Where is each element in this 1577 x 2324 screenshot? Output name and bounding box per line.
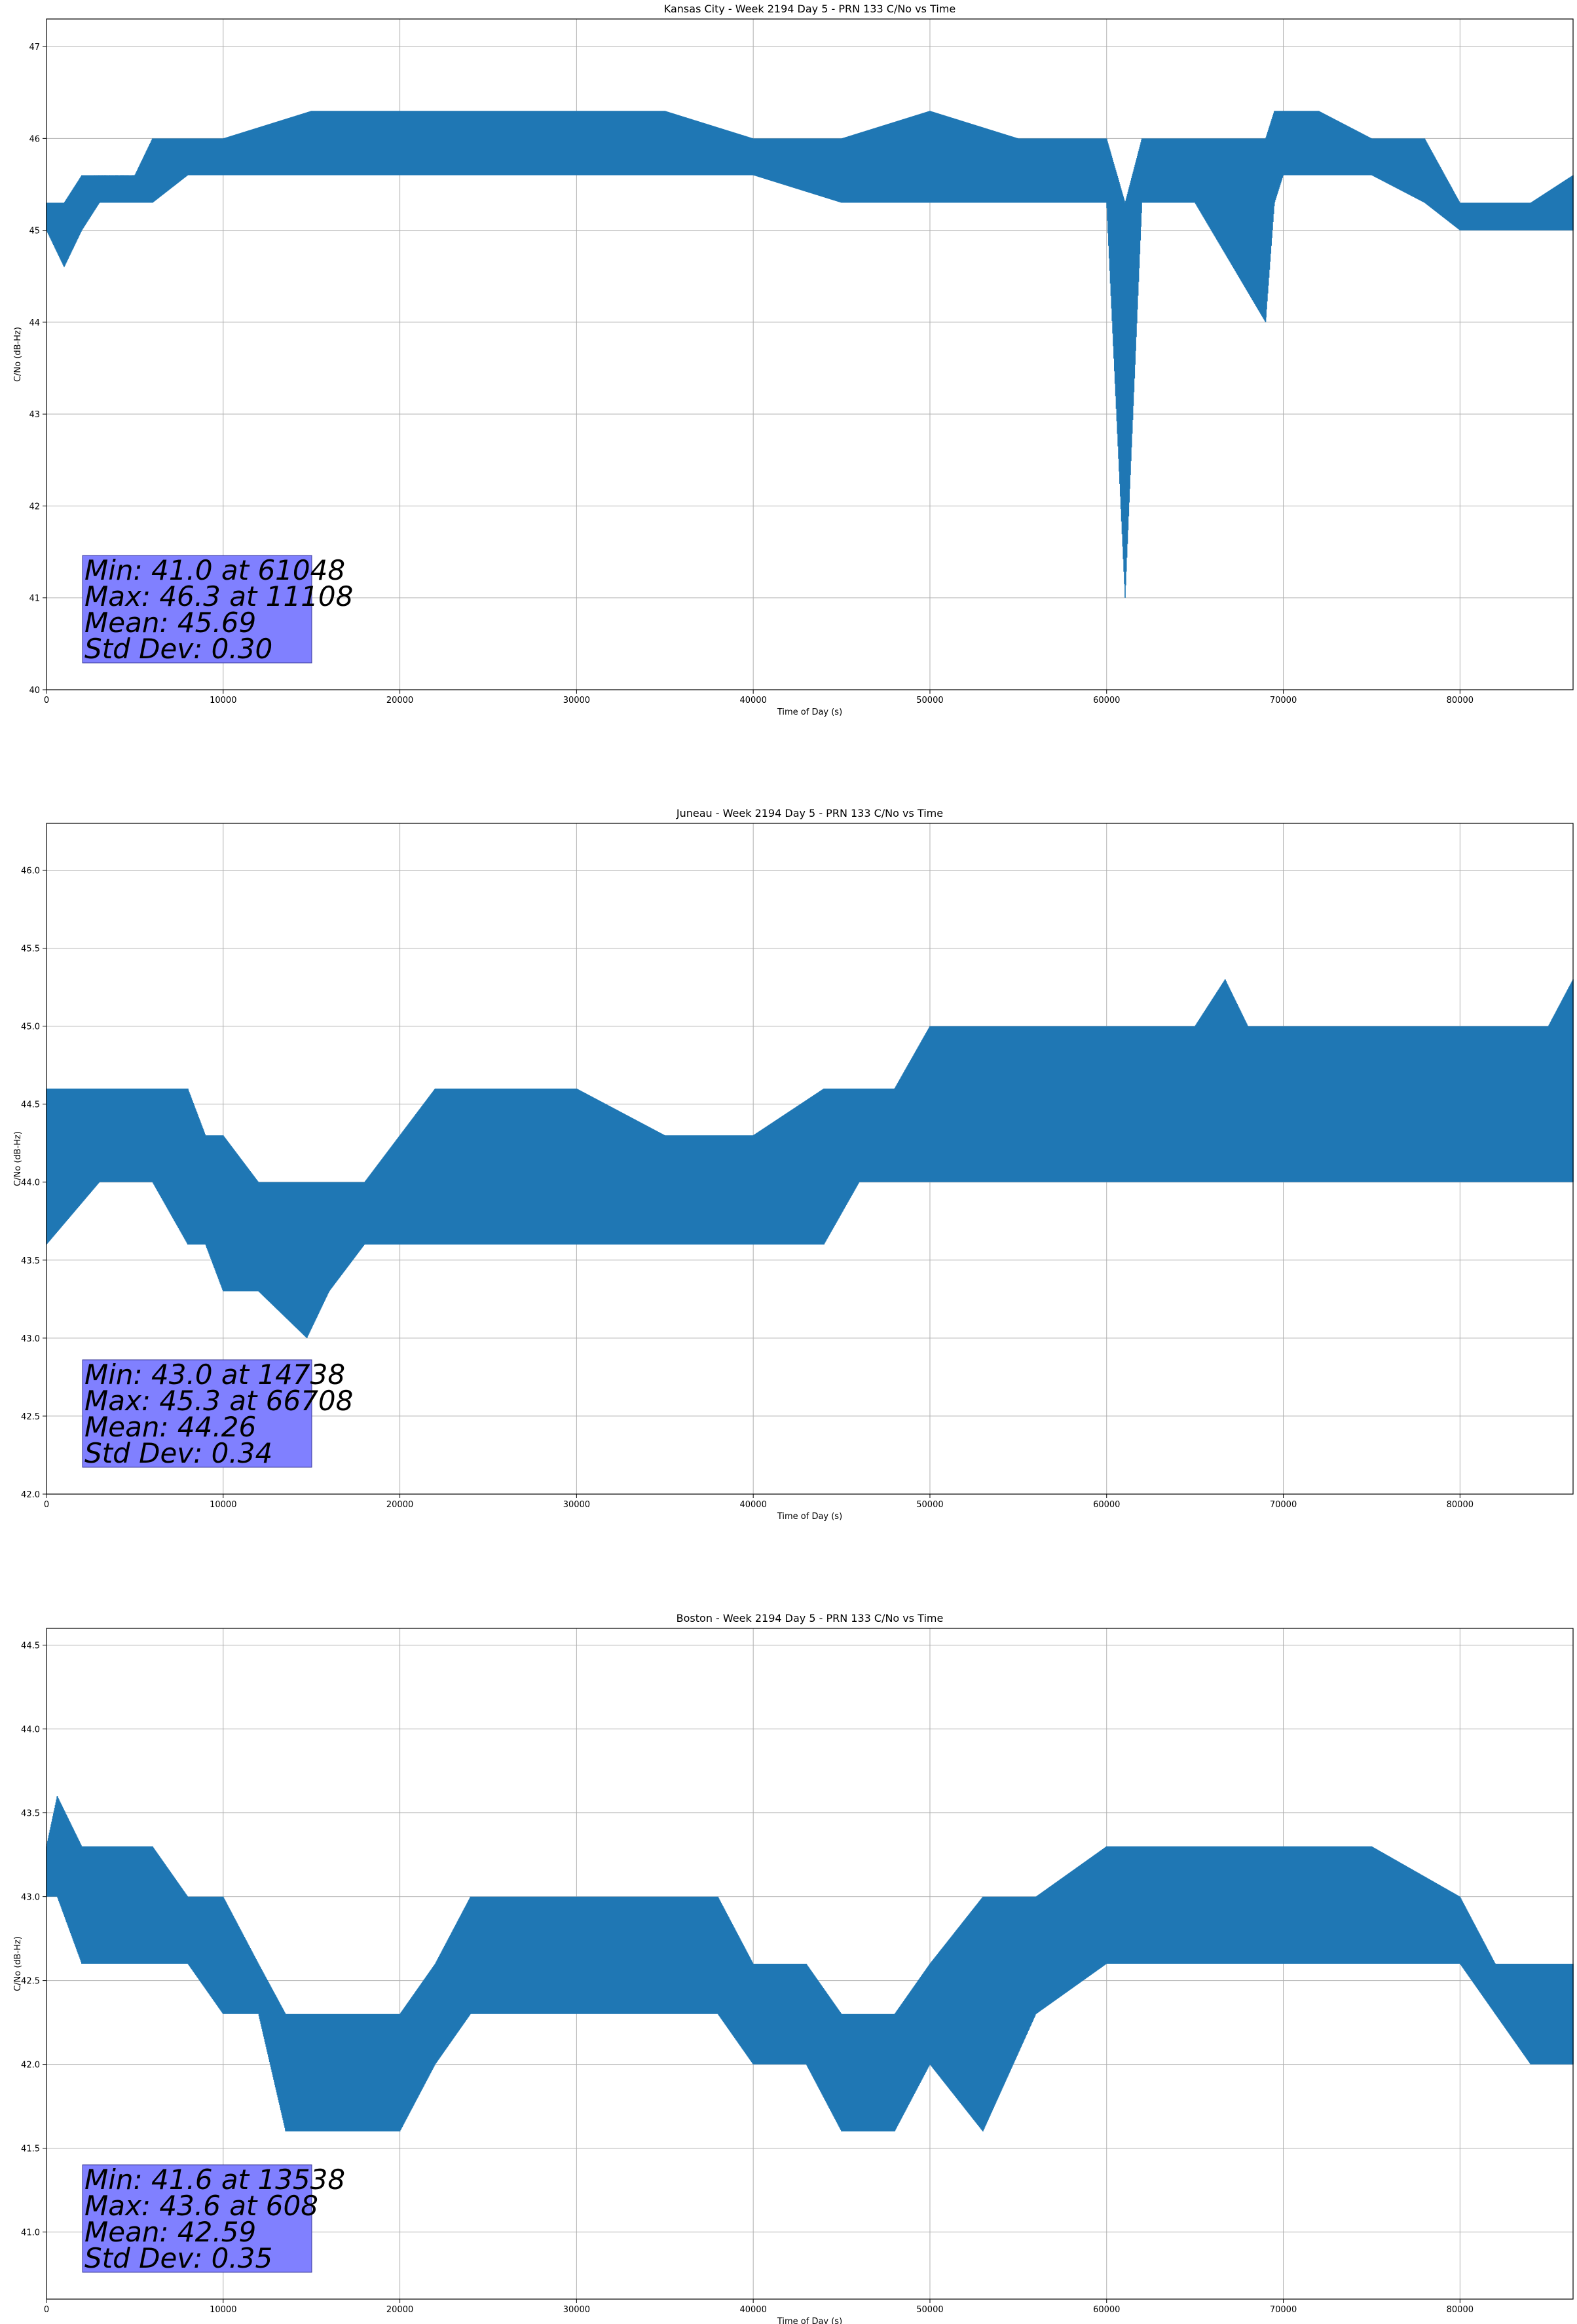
y-tick-label: 43.0 (21, 1893, 40, 1903)
x-axis-label: Time of Day (s) (777, 707, 842, 717)
plot-frame (46, 1628, 1574, 2300)
stats-box (82, 2164, 312, 2273)
x-tick-label: 80000 (1447, 2305, 1474, 2315)
x-tick-label: 80000 (1447, 696, 1474, 705)
x-tick-label: 30000 (563, 2305, 590, 2315)
y-tick-label: 43.5 (21, 1809, 40, 1819)
y-tick-label: 43.0 (21, 1334, 40, 1344)
y-tick-label: 45 (29, 227, 40, 236)
stat-mean: Mean: 45.69 (84, 607, 256, 639)
x-tick-label: 0 (44, 1500, 49, 1510)
x-tick-label: 60000 (1093, 696, 1120, 705)
y-axis-label: C/No (dB-Hz) (13, 1936, 23, 1991)
y-tick-label: 44.5 (21, 1641, 40, 1651)
chart-juneau: Juneau - Week 2194 Day 5 - PRN 133 C/No … (13, 807, 1574, 1522)
stat-max: Max: 43.6 at 608 (84, 2190, 318, 2222)
y-tick-label: 42.0 (21, 2061, 40, 2071)
x-tick-label: 0 (44, 2305, 49, 2315)
x-tick-label: 70000 (1270, 1500, 1297, 1510)
x-tick-label: 60000 (1093, 2305, 1120, 2315)
x-axis-label: Time of Day (s) (777, 2317, 842, 2324)
y-tick-label: 43 (29, 410, 40, 420)
stats-box (82, 555, 312, 664)
x-tick-label: 40000 (739, 1500, 766, 1510)
x-tick-label: 70000 (1270, 696, 1297, 705)
stat-std-dev: Std Dev: 0.30 (84, 633, 272, 665)
stats-box (82, 1359, 312, 1468)
x-tick-label: 40000 (739, 2305, 766, 2315)
x-tick-label: 20000 (386, 2305, 413, 2315)
plot-frame (46, 823, 1574, 1495)
y-tick-label: 44.0 (21, 1725, 40, 1735)
stat-min: Min: 43.0 at 14738 (84, 1359, 345, 1391)
x-tick-label: 50000 (916, 696, 943, 705)
chart-title: Boston - Week 2194 Day 5 - PRN 133 C/No … (677, 1612, 944, 1624)
x-tick-label: 10000 (210, 2305, 236, 2315)
stat-mean: Mean: 42.59 (84, 2216, 256, 2248)
x-tick-label: 20000 (386, 1500, 413, 1510)
y-tick-label: 42.5 (21, 1412, 40, 1422)
stat-max: Max: 45.3 at 66708 (84, 1385, 353, 1417)
x-tick-label: 30000 (563, 696, 590, 705)
x-tick-label: 70000 (1270, 2305, 1297, 2315)
cno-series-line (46, 1796, 1574, 2131)
y-tick-label: 44 (29, 318, 40, 328)
stat-mean: Mean: 44.26 (84, 1411, 256, 1443)
chart-title: Kansas City - Week 2194 Day 5 - PRN 133 … (664, 3, 955, 15)
y-tick-label: 42.5 (21, 1977, 40, 1987)
x-tick-label: 10000 (210, 1500, 236, 1510)
y-tick-label: 42.0 (21, 1490, 40, 1500)
y-tick-label: 41.0 (21, 2228, 40, 2238)
y-tick-label: 45.0 (21, 1022, 40, 1032)
x-axis-label: Time of Day (s) (777, 1512, 842, 1522)
y-tick-label: 47 (29, 43, 40, 52)
y-tick-label: 44.0 (21, 1178, 40, 1188)
y-tick-label: 43.5 (21, 1256, 40, 1266)
x-tick-label: 40000 (739, 696, 766, 705)
stat-min: Min: 41.6 at 13538 (84, 2164, 345, 2196)
chart-boston: Boston - Week 2194 Day 5 - PRN 133 C/No … (13, 1612, 1574, 2324)
y-tick-label: 45.5 (21, 945, 40, 954)
x-tick-label: 20000 (386, 696, 413, 705)
y-axis-label: C/No (dB-Hz) (13, 1131, 23, 1186)
plot-frame (46, 18, 1574, 690)
stat-std-dev: Std Dev: 0.34 (84, 1437, 272, 1469)
y-tick-label: 46.0 (21, 866, 40, 876)
y-tick-label: 42 (29, 502, 40, 512)
chart-title: Juneau - Week 2194 Day 5 - PRN 133 C/No … (676, 807, 943, 819)
stat-max: Max: 46.3 at 11108 (84, 580, 353, 612)
x-tick-label: 50000 (916, 2305, 943, 2315)
x-tick-label: 0 (44, 696, 49, 705)
chart-kansas-city: Kansas City - Week 2194 Day 5 - PRN 133 … (13, 3, 1574, 717)
x-tick-label: 80000 (1447, 1500, 1474, 1510)
y-tick-label: 41 (29, 594, 40, 604)
x-tick-label: 50000 (916, 1500, 943, 1510)
y-tick-label: 46 (29, 134, 40, 144)
y-axis-label: C/No (dB-Hz) (13, 327, 23, 382)
x-tick-label: 60000 (1093, 1500, 1120, 1510)
y-tick-label: 44.5 (21, 1100, 40, 1110)
x-tick-label: 30000 (563, 1500, 590, 1510)
x-tick-label: 10000 (210, 696, 236, 705)
cno-series-line (46, 111, 1574, 598)
cno-series-line (46, 979, 1574, 1338)
y-tick-label: 41.5 (21, 2145, 40, 2154)
stat-std-dev: Std Dev: 0.35 (84, 2242, 272, 2274)
stat-min: Min: 41.0 at 61048 (84, 554, 345, 586)
y-tick-label: 40 (29, 686, 40, 696)
